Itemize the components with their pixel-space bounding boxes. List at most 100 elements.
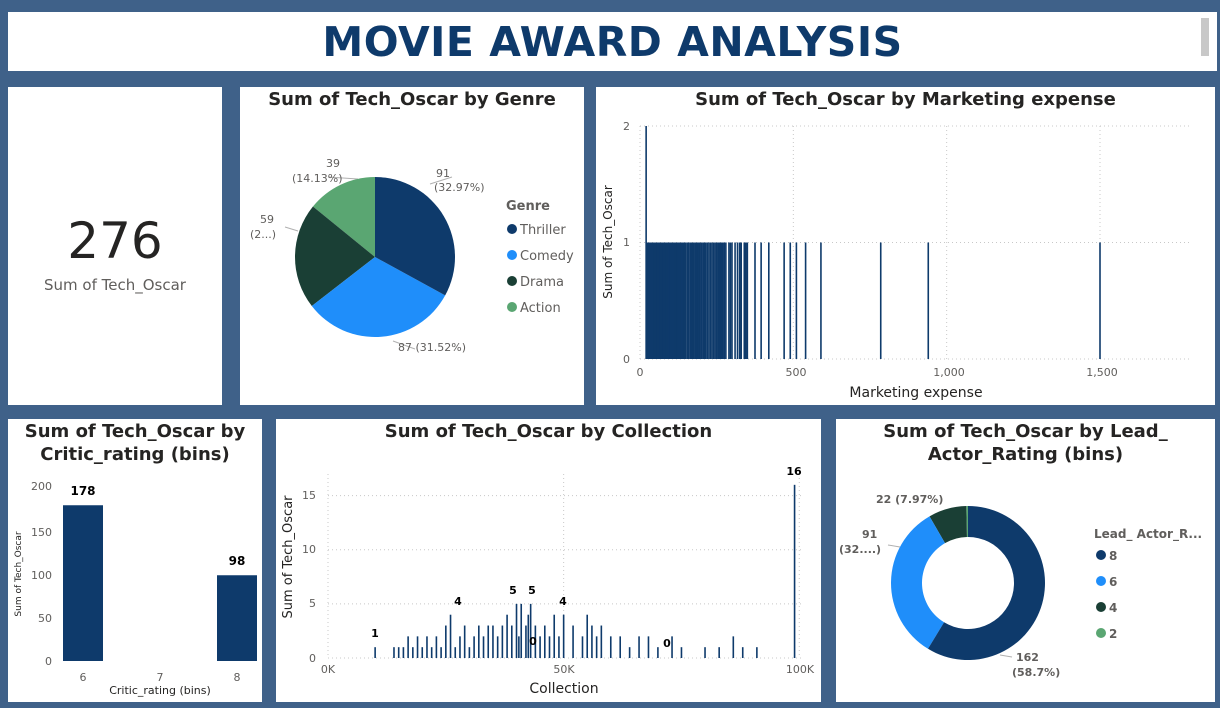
genre-legend-marker-action: [507, 302, 517, 312]
collection-bar: [449, 614, 452, 658]
collection-bar: [506, 614, 508, 658]
collection-bar: [548, 636, 551, 658]
collection-bar: [553, 614, 556, 658]
marketing-bar: [689, 242, 692, 359]
marketing-bar: [714, 242, 716, 359]
lead-legend-item-8[interactable]: 8: [1096, 549, 1117, 563]
genre-label-thriller-value: 91: [436, 167, 450, 180]
collection-bar: [515, 603, 518, 658]
marketing-xtick-500: 500: [786, 366, 807, 379]
collection-data-label: 5: [528, 584, 536, 597]
lead-label-seg2: 22 (7.97%): [876, 493, 943, 506]
marketing-bar: [768, 242, 770, 359]
leader-line: [327, 176, 359, 180]
collection-xtick-100k: 100K: [786, 663, 815, 676]
collection-xtick-50k: 50K: [553, 663, 575, 676]
genre-pie-slice-comedy[interactable]: [311, 257, 446, 337]
marketing-bar: [789, 242, 792, 359]
marketing-bar: [927, 242, 930, 359]
collection-bar: [445, 625, 447, 658]
marketing-bar: [669, 242, 671, 359]
critic-data-label-6: 178: [70, 484, 95, 498]
marketing-bar: [717, 242, 719, 359]
marketing-bar: [679, 242, 681, 359]
collection-bar: [511, 625, 513, 658]
lead-donut-slice-4[interactable]: [929, 506, 967, 544]
genre-legend-item-comedy[interactable]: Comedy: [507, 249, 574, 264]
lead-label-seg8-value: 162: [1016, 651, 1039, 664]
marketing-bar: [680, 242, 682, 359]
marketing-bar: [671, 242, 674, 359]
collection-data-label: 0: [529, 635, 537, 648]
genre-label-thriller-pct: (32.97%): [434, 181, 485, 194]
collection-bar: [704, 647, 706, 658]
collection-bar: [671, 636, 673, 658]
marketing-bar: [723, 242, 726, 359]
marketing-bar: [698, 242, 700, 359]
marketing-bar: [754, 242, 756, 359]
collection-bar-chart: Sum of Tech_Oscar Collection 0 5 10 15 0…: [281, 465, 815, 697]
marketing-bar: [728, 242, 730, 359]
genre-legend-item-action[interactable]: Action: [507, 301, 561, 316]
marketing-bar: [681, 242, 684, 359]
critic-xtick-6: 6: [80, 671, 87, 684]
genre-pie-slice-thriller[interactable]: [375, 177, 455, 296]
leader-line: [999, 654, 1013, 658]
collection-bar: [421, 647, 424, 658]
collection-chart-panel: Sum of Tech_Oscar by Collection Sum of T…: [276, 419, 821, 702]
collection-bar: [416, 636, 419, 658]
critic-ylabel: Sum of Tech_Oscar: [14, 531, 24, 616]
collection-bar: [518, 636, 520, 658]
marketing-bar: [695, 242, 698, 359]
lead-legend-marker-2: [1096, 628, 1106, 638]
lead-donut-slice-6[interactable]: [891, 516, 945, 649]
collection-chart-title: Sum of Tech_Oscar by Collection: [384, 421, 713, 442]
genre-pie-slice-action[interactable]: [312, 177, 375, 257]
lead-legend-item-4[interactable]: 4: [1096, 601, 1117, 615]
collection-bar: [628, 647, 631, 658]
marketing-bar: [653, 242, 655, 359]
collection-bar: [586, 614, 589, 658]
lead-actor-donut-panel: Sum of Tech_Oscar by Lead_ Actor_Rating …: [836, 419, 1215, 702]
marketing-bar: [702, 242, 705, 359]
marketing-bar: [705, 242, 707, 359]
lead-legend-item-6[interactable]: 6: [1096, 575, 1117, 589]
collection-data-label: 4: [559, 595, 567, 608]
kpi-card: 276 Sum of Tech_Oscar: [8, 87, 222, 405]
marketing-bar: [675, 242, 677, 359]
lead-legend-marker-8: [1096, 550, 1106, 560]
genre-legend-title: Genre: [506, 199, 550, 214]
marketing-bar: [691, 242, 694, 359]
scrollbar-thumb[interactable]: [1201, 18, 1209, 56]
collection-bar: [647, 636, 650, 658]
genre-legend-item-thriller[interactable]: Thriller: [507, 223, 566, 238]
marketing-bar: [706, 242, 709, 359]
genre-label-action-value: 39: [326, 157, 340, 170]
lead-donut-slice-2[interactable]: [966, 506, 968, 538]
marketing-bar: [746, 242, 749, 359]
collection-bar: [496, 636, 499, 658]
kpi-value: 276: [67, 212, 163, 270]
genre-label-comedy: 87 (31.52%): [398, 341, 466, 354]
collection-bar: [412, 647, 414, 658]
collection-bar: [581, 636, 584, 658]
collection-bar: [741, 647, 744, 658]
collection-bar: [482, 636, 485, 658]
lead-label-seg6-value: 91: [862, 528, 877, 541]
marketing-bar: [720, 242, 723, 359]
collection-bar: [657, 647, 659, 658]
lead-legend-label-8: 8: [1109, 549, 1117, 563]
genre-legend-label-thriller: Thriller: [519, 223, 566, 238]
marketing-bar: [694, 242, 696, 359]
critic-ytick-200: 200: [31, 480, 52, 493]
collection-bar: [454, 647, 457, 658]
genre-legend-item-drama[interactable]: Drama: [507, 275, 564, 290]
lead-legend-item-2[interactable]: 2: [1096, 627, 1117, 641]
critic-ytick-50: 50: [38, 612, 52, 625]
marketing-bar: [674, 242, 677, 359]
marketing-bar: [740, 242, 742, 359]
marketing-bar: [743, 242, 746, 359]
marketing-bar: [645, 126, 647, 359]
lead-donut-slice-8[interactable]: [927, 506, 1045, 660]
genre-pie-slice-drama[interactable]: [295, 206, 375, 307]
